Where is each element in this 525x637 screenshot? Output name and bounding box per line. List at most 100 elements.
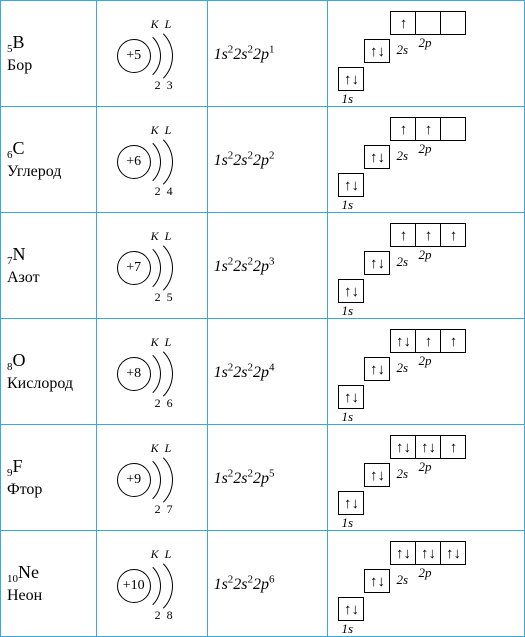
- orbital-row-2s: ↑↓2s: [364, 39, 408, 63]
- orbital-row-2p: ↑↓↑↓↑↓2p: [390, 541, 466, 565]
- orbital-row-2s: ↑↓2s: [364, 145, 408, 169]
- orbital-label-2s: 2s: [396, 148, 408, 164]
- shell-arc-l: [109, 554, 173, 618]
- electron-config: 1s22s22p6: [214, 576, 275, 593]
- orbital-label-2p: 2p: [418, 35, 431, 51]
- periodic-electron-table: 5BБорKL+5231s22s22p1↑2p↑↓2s↑↓1s6CУглерод…: [0, 0, 525, 637]
- orbital-diagram: ↑↓↑↑2p↑↓ 2s ↑↓1s: [338, 329, 518, 414]
- orbital-cell: ↑↓↑↓↑2p↑↓2s↑↓1s: [328, 425, 525, 531]
- bohr-cell: KL+725: [96, 213, 207, 319]
- orbital-box: ↑↓: [390, 541, 416, 565]
- orbital-row-2s: ↑↓2s: [364, 569, 408, 593]
- orbital-box: ↑↓: [416, 541, 441, 565]
- orbital-box: ↑↓: [364, 357, 390, 381]
- orbital-box: ↑: [390, 117, 416, 141]
- orbital-row-2p: ↑2p: [390, 11, 466, 35]
- electron-config-cell: 1s22s22p2: [207, 107, 328, 213]
- shell-arc-l: [109, 342, 173, 406]
- shell-count-l: 8: [167, 608, 173, 623]
- orbital-row-1s: ↑↓1s: [338, 491, 364, 515]
- orbital-box: ↑: [441, 223, 466, 247]
- shell-count-k: 2: [155, 608, 161, 623]
- orbital-label-2s: 2s: [396, 254, 408, 270]
- orbital-label-1s: 1s: [341, 409, 353, 425]
- orbital-label-1s: 1s: [341, 515, 353, 531]
- element-row: 10NeНеонKL+10281s22s22p6↑↓↑↓↑↓2p↑↓2s↑↓1s: [1, 531, 525, 637]
- electron-config-cell: 1s22s22p3: [207, 213, 328, 319]
- orbital-label-1s: 1s: [341, 91, 353, 107]
- electron-config-cell: 1s22s22p5: [207, 425, 328, 531]
- electron-config: 1s22s22p4: [214, 364, 275, 381]
- l-shell-label: L: [165, 441, 172, 456]
- orbital-box: ↑↓: [338, 491, 364, 515]
- element-name: Бор: [7, 57, 90, 75]
- atomic-number: 10: [7, 573, 18, 585]
- element-symbol: F: [13, 456, 23, 476]
- orbital-box: ↑: [441, 435, 466, 459]
- shell-arc-l: [109, 24, 173, 88]
- shell-count-k: 2: [155, 184, 161, 199]
- orbital-label-2s: 2s: [396, 466, 408, 482]
- shell-count-k: 2: [155, 290, 161, 305]
- orbital-row-1s: ↑↓1s: [338, 385, 364, 409]
- bohr-cell: KL+826: [96, 319, 207, 425]
- element-symbol: O: [13, 350, 26, 370]
- orbital-box: ↑↓: [338, 597, 364, 621]
- bohr-diagram: KL+725: [107, 231, 197, 301]
- orbital-row-2p: ↑↓↑↓↑2p: [390, 435, 466, 459]
- element-row: 5BБорKL+523 1s22s22p1 ↑2p ↑↓2s↑↓1s: [1, 1, 525, 107]
- element-symbol: N: [13, 244, 26, 264]
- orbital-row-2p: ↑↑2p: [390, 117, 466, 141]
- orbital-label-2p: 2p: [418, 247, 431, 263]
- orbital-label-1s: 1s: [341, 197, 353, 213]
- orbital-label-2p: 2p: [418, 353, 431, 369]
- l-shell-label: L: [165, 547, 172, 562]
- orbital-row-2p: ↑↓↑↑2p: [390, 329, 466, 353]
- shell-arc-l: [109, 448, 173, 512]
- orbital-label-2s: 2s: [396, 572, 408, 588]
- shell-count-k: 2: [155, 78, 161, 93]
- l-shell-label: L: [165, 123, 172, 138]
- orbital-row-2s: ↑↓2s: [364, 463, 408, 487]
- bohr-diagram: KL+1028: [107, 549, 197, 619]
- element-symbol: Ne: [18, 562, 39, 582]
- orbital-cell: ↑↑↑2p↑↓2s↑↓1s: [328, 213, 525, 319]
- element-name: Неон: [7, 587, 90, 605]
- orbital-row-1s: ↑↓1s: [338, 279, 364, 303]
- orbital-box: ↑↓: [416, 435, 441, 459]
- shell-arc-l: [109, 130, 173, 194]
- orbital-label-2s: 2s: [396, 360, 408, 376]
- orbital-box: ↑: [441, 329, 466, 353]
- shell-count-k: 2: [155, 502, 161, 517]
- orbital-box: ↑: [416, 223, 441, 247]
- bohr-cell: KL+523: [96, 1, 207, 107]
- shell-count-l: 7: [167, 502, 173, 517]
- element-name-cell: 9FФтор: [1, 425, 97, 531]
- orbital-cell: ↑2p ↑↓2s↑↓1s: [328, 1, 525, 107]
- orbital-row-1s: ↑↓1s: [338, 67, 364, 91]
- bohr-cell: KL+927: [96, 425, 207, 531]
- orbital-box: ↑: [390, 11, 416, 35]
- orbital-row-1s: ↑↓1s: [338, 173, 364, 197]
- orbital-box: ↑↓: [441, 541, 466, 565]
- electron-config: 1s22s22p1: [214, 46, 275, 63]
- orbital-label-1s: 1s: [341, 621, 353, 637]
- orbital-box: ↑: [416, 329, 441, 353]
- bohr-diagram: KL+826: [107, 337, 197, 407]
- shell-count-l: 4: [167, 184, 173, 199]
- element-name: Фтор: [7, 481, 90, 499]
- orbital-box: ↑↓: [338, 173, 364, 197]
- orbital-box: ↑: [416, 117, 441, 141]
- shell-count-l: 5: [167, 290, 173, 305]
- orbital-box: ↑: [390, 223, 416, 247]
- shell-arc-l: [109, 236, 173, 300]
- orbital-diagram: ↑↓↑↓↑↓2p↑↓2s↑↓1s: [338, 541, 518, 626]
- l-shell-label: L: [165, 17, 172, 32]
- element-name-cell: 5BБор: [1, 1, 97, 107]
- shell-count-k: 2: [155, 396, 161, 411]
- element-name-cell: 7NАзот: [1, 213, 97, 319]
- bohr-diagram: KL+927: [107, 443, 197, 513]
- electron-config: 1s22s22p2: [214, 152, 275, 169]
- element-symbol: C: [13, 138, 25, 158]
- electron-config-cell: 1s22s22p1: [207, 1, 328, 107]
